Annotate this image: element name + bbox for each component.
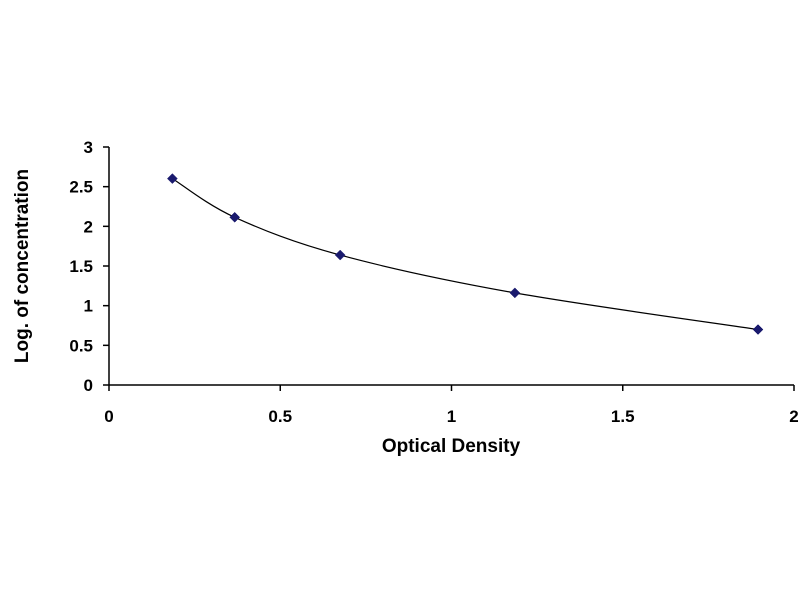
data-point <box>167 173 178 184</box>
ticks: 0 0.5 1 1.5 2 2.5 3 0 0.5 1 1.5 2 <box>69 138 798 426</box>
y-axis-title: Log. of concentration <box>12 169 33 363</box>
y-tick-label: 1 <box>84 297 93 316</box>
data-points <box>167 173 764 335</box>
y-tick-label: 3 <box>84 138 93 157</box>
y-tick-label: 0 <box>84 376 93 395</box>
x-tick-label: 2 <box>789 407 798 426</box>
x-axis-title: Optical Density <box>382 436 521 457</box>
y-tick-label: 0.5 <box>69 336 93 355</box>
data-point <box>509 287 521 299</box>
data-point <box>334 249 346 261</box>
y-tick-label: 2 <box>84 217 93 236</box>
x-tick-label: 0.5 <box>268 407 292 426</box>
y-tick-label: 1.5 <box>69 257 93 276</box>
trend-curve <box>172 178 759 331</box>
data-point <box>229 211 241 223</box>
axes <box>108 147 794 386</box>
data-point <box>752 324 764 335</box>
y-tick-label: 2.5 <box>69 178 93 197</box>
x-tick-label: 0 <box>104 407 113 426</box>
trend-curve-layer <box>172 178 759 331</box>
x-tick-label: 1 <box>447 407 456 426</box>
x-tick-label: 1.5 <box>611 407 635 426</box>
